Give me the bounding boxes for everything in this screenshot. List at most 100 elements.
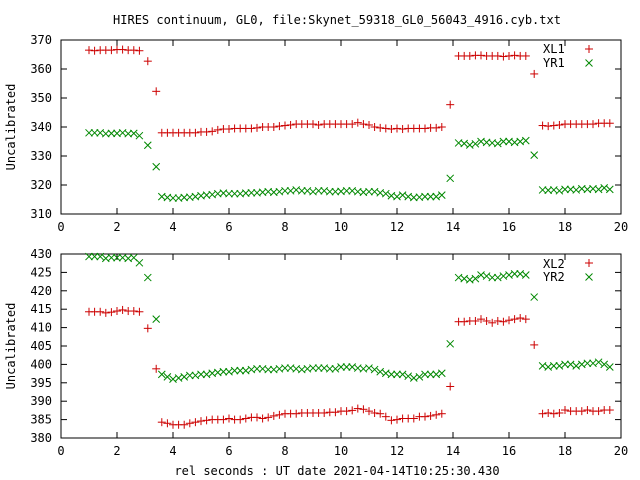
bottom-series-1-point-65 (460, 317, 469, 326)
bottom-xtick-label-4: 8 (281, 444, 288, 458)
bottom-series-2-point-42 (325, 364, 334, 373)
top-series-1-point-33 (275, 122, 284, 131)
bottom-series-2-point-49 (365, 364, 373, 372)
bottom-series-1-point-52 (381, 412, 390, 421)
bottom-legend-marker-1 (585, 259, 593, 267)
top-series-1-point-32 (269, 123, 278, 131)
bottom-xtick-label-7: 14 (446, 444, 460, 458)
bottom-series-1-point-32 (269, 411, 278, 420)
top-ytick-label-3: 340 (30, 120, 52, 134)
bottom-series-1-point-2 (96, 307, 105, 316)
bottom-series-2-point-50 (370, 365, 379, 374)
bottom-ytick-label-3: 395 (30, 376, 52, 390)
bottom-series-2-point-56 (404, 372, 413, 381)
top-series-1-point-72 (499, 52, 508, 61)
top-series-2-point-60 (426, 192, 435, 201)
bottom-ytick-label-6: 410 (30, 321, 52, 335)
bottom-series-1-point-73 (505, 316, 513, 325)
top-ytick-label-4: 350 (30, 91, 52, 105)
bottom-ytick-label-7: 415 (30, 302, 52, 316)
top-series-1-point-61 (432, 123, 441, 132)
top-series-1-point-11 (152, 87, 161, 96)
bottom-xtick-label-2: 4 (169, 444, 176, 458)
bottom-legend-marker-2 (585, 273, 593, 281)
top-xtick-label-9: 18 (558, 220, 572, 234)
top-series-1-point-77 (530, 69, 539, 78)
bottom-series-1-point-90 (605, 406, 614, 415)
bottom-series-1-point-88 (594, 407, 603, 416)
top-xtick-label-10: 20 (614, 220, 628, 234)
top-ytick-label-1: 320 (30, 178, 52, 192)
bottom-ytick-label-0: 380 (30, 431, 52, 445)
bottom-series-1-point-6 (118, 305, 127, 314)
bottom-xtick-label-3: 6 (225, 444, 232, 458)
top-xtick-label-1: 2 (113, 220, 120, 234)
top-series-2-point-55 (398, 191, 407, 200)
bottom-series-2-point-59 (421, 370, 429, 379)
top-series-1-point-35 (286, 120, 295, 129)
top-series-2-point-59 (421, 192, 429, 201)
bottom-ytick-label-4: 400 (30, 357, 52, 371)
top-ytick-label-2: 330 (30, 149, 52, 163)
top-series-2-point-67 (471, 139, 480, 148)
bottom-series-1-point-13 (163, 419, 172, 428)
bottom-series-1-point-53 (387, 416, 396, 425)
top-series-2-point-45 (342, 186, 351, 195)
bottom-series-2-point-1 (90, 252, 99, 261)
top-series-1-point-29 (253, 123, 261, 132)
bottom-ytick-label-1: 385 (30, 413, 52, 427)
bottom-series-2-point-0 (85, 252, 93, 261)
top-series-1-point-53 (387, 125, 396, 134)
legend-label-xl2: XL2 (543, 257, 565, 271)
top-series-1-point-62 (437, 123, 446, 131)
top-series-2-point-52 (381, 189, 390, 198)
top-series-1-point-51 (376, 123, 385, 132)
top-series-1-point-73 (505, 51, 513, 60)
bottom-ytick-label-8: 420 (30, 284, 52, 298)
top-xtick-label-4: 8 (281, 220, 288, 234)
bottom-xtick-label-10: 20 (614, 444, 628, 458)
top-legend: XL1 YR1 (543, 42, 593, 70)
legend-label-xl1: XL1 (543, 42, 565, 56)
top-series-1-point-20 (202, 127, 211, 136)
bottom-series-2-point-23 (219, 367, 228, 376)
top-series-2-point-63 (446, 174, 455, 183)
bottom-series-2-point-76 (521, 271, 530, 279)
bottom-series-2-point-5 (113, 253, 121, 262)
bottom-series-2-point-63 (446, 339, 455, 348)
bottom-series-1-point-63 (446, 382, 455, 391)
top-series-2-point-65 (460, 139, 469, 148)
bottom-series-2-point-74 (510, 270, 519, 278)
bottom-series-2-point-67 (471, 274, 480, 283)
bottom-series-1-point-81 (555, 408, 564, 417)
top-xtick-label-0: 0 (57, 220, 64, 234)
top-series-2-point-89 (600, 184, 609, 192)
top-series-1-point-80 (549, 121, 558, 130)
bottom-series-2-point-60 (426, 370, 435, 379)
top-series-1-point-10 (143, 57, 152, 66)
top-series-2-point-81 (555, 186, 564, 195)
top-series-2-point-9 (135, 131, 144, 140)
bottom-series-2-point-9 (135, 258, 144, 267)
bottom-axis-ticks: 0 2 4 6 8 10 12 14 16 18 20 380 385 390 395 400 405 410 41… (30, 247, 628, 458)
bottom-series-2-point-13 (163, 373, 172, 381)
top-series-1-point-81 (555, 120, 564, 129)
top-series-1-point-0 (85, 46, 93, 55)
top-y-axis-label: Uncalibrated (4, 84, 18, 171)
bottom-xtick-label-5: 10 (334, 444, 348, 458)
bottom-series-2-point-29 (253, 364, 261, 373)
bottom-series-2-point-31 (264, 365, 273, 374)
top-series-1-point-1 (90, 46, 99, 55)
top-series-2-point-90 (605, 185, 614, 194)
top-series-1-point-55 (398, 125, 407, 134)
top-series-2-point-25 (230, 189, 239, 198)
bottom-series-2-point-69 (482, 272, 491, 280)
top-series-1-point-4 (107, 46, 116, 55)
bottom-series-2-point-11 (152, 315, 161, 323)
bottom-series-2-point-53 (387, 370, 396, 379)
bottom-series-1-point-46 (348, 406, 357, 415)
top-axis-ticks: 0 2 4 6 8 10 12 14 16 18 20 310 320 330 340 350 360 370 (30, 33, 628, 234)
bottom-series-2-point-40 (314, 364, 323, 372)
top-series-2-point-77 (530, 151, 539, 159)
top-series-1-point-22 (213, 125, 222, 134)
